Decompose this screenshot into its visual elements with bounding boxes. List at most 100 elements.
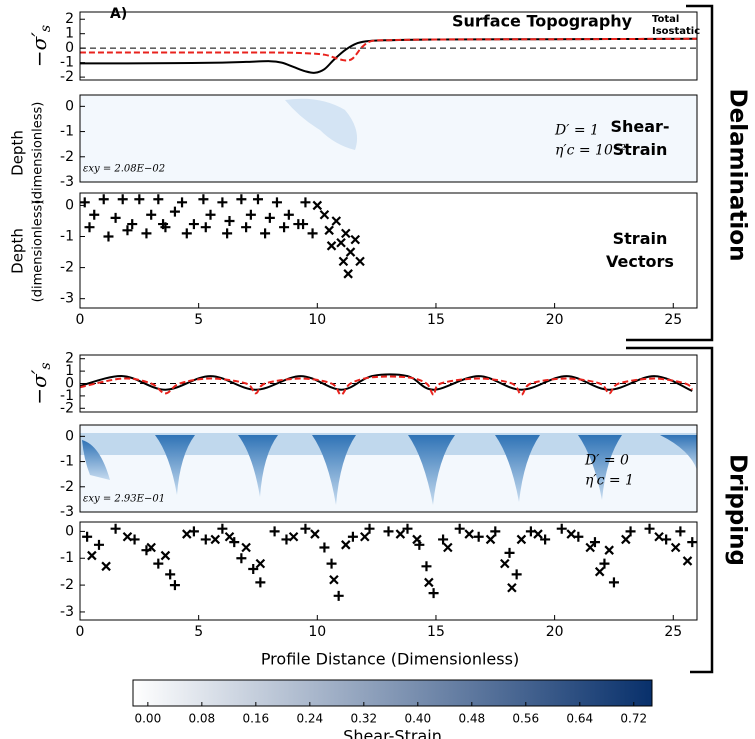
x-tick-label: 5 (194, 312, 203, 328)
strain-marker (443, 542, 453, 553)
y-axis-label-sub: s (38, 25, 54, 32)
x-tick-label: 25 (664, 624, 682, 640)
strain-marker (343, 269, 353, 279)
strain-marker (255, 558, 266, 569)
strain-marker (319, 542, 330, 553)
strain-marker (210, 534, 221, 545)
legend-entry: Isostatic (652, 26, 700, 37)
strain-marker (670, 542, 681, 553)
x-axis-label: Profile Distance (Dimensionless) (261, 650, 519, 669)
strain-marker (504, 547, 515, 558)
strain-marker (260, 228, 271, 239)
x-tick-label: 5 (194, 624, 203, 640)
strain-marker (205, 209, 216, 220)
y-tick-label: 0 (65, 197, 74, 213)
strain-marker (608, 577, 619, 588)
strain-marker (507, 583, 517, 593)
strain-marker (312, 200, 323, 211)
strain-marker (421, 561, 432, 572)
y-tick-label: -1 (60, 550, 74, 566)
y-tick-label: -2 (60, 149, 74, 165)
x-tick-label: 20 (546, 312, 564, 328)
strain-marker (222, 228, 233, 239)
strain-marker (110, 212, 121, 223)
strain-marker (347, 531, 358, 542)
strain-marker (350, 234, 361, 245)
strain-marker (300, 197, 311, 208)
y-tick-label: 2 (65, 11, 74, 27)
y-tick-label: 0 (65, 523, 74, 539)
strain-marker (236, 194, 247, 205)
y-tick-label: 1 (65, 363, 74, 379)
y-tick-label: 0 (65, 376, 74, 392)
strain-marker (331, 216, 342, 226)
strain-marker (345, 247, 356, 257)
strain-marker (395, 529, 406, 539)
y-axis-label: (dimensionless) (31, 200, 46, 303)
strain-marker (654, 531, 664, 542)
strain-marker (200, 534, 211, 545)
plot-frame (79, 424, 698, 513)
colorbar-tick-label: 0.32 (350, 712, 377, 726)
y-tick-label: -1 (60, 229, 74, 245)
strain-marker (454, 523, 465, 534)
strain-marker (146, 209, 157, 220)
strain-marker (217, 197, 228, 208)
strain-marker (359, 531, 370, 542)
strain-marker (169, 580, 180, 591)
panel-annotation: Vectors (606, 252, 674, 271)
strain-marker (146, 542, 156, 553)
strain-marker (464, 529, 474, 539)
strain-marker (134, 194, 145, 205)
strain-marker (438, 534, 449, 545)
colorbar-tick-label: 0.40 (404, 712, 431, 726)
strain-marker (198, 194, 209, 205)
strain-marker (341, 228, 351, 239)
strain-marker (241, 222, 252, 233)
strain-marker (485, 534, 496, 545)
strain-marker (160, 222, 171, 233)
x-tick-label: 10 (308, 624, 326, 640)
parameter: η′c = 1 (585, 473, 634, 489)
parameter: D′ = 0 (584, 453, 629, 469)
y-tick-label: -3 (60, 291, 74, 307)
plot-frame (79, 192, 698, 309)
y-tick-label: -1 (60, 454, 74, 470)
field-band (80, 433, 697, 455)
x-tick-label: 0 (76, 624, 85, 640)
colorbar-tick-label: 0.00 (134, 712, 161, 726)
strain-marker (200, 222, 211, 233)
strain-marker (604, 545, 614, 555)
max-strain: εxy = 2.93E−01 (83, 494, 165, 505)
strain-marker (566, 529, 577, 539)
strain-marker (500, 558, 510, 569)
strain-marker (324, 225, 334, 236)
strain-marker (364, 523, 375, 534)
colorbar-tick-label: 0.08 (188, 712, 215, 726)
strain-marker (682, 556, 693, 566)
y-axis-label-main: −σ′ (27, 369, 51, 404)
strain-marker (355, 256, 365, 267)
strain-marker (533, 529, 543, 539)
strain-marker (599, 558, 610, 569)
strain-marker (336, 237, 346, 248)
strain-marker (101, 561, 111, 572)
strain-marker (122, 531, 133, 542)
strain-marker (269, 526, 280, 537)
strain-marker (160, 550, 171, 561)
y-tick-label: 2 (65, 351, 74, 367)
legend-entry: Total (652, 14, 679, 25)
field-patch (285, 98, 358, 150)
y-axis-label-sub: s (38, 362, 54, 369)
colorbar-tick-label: 0.48 (458, 712, 485, 726)
plot-frame (79, 354, 698, 413)
strain-marker (153, 194, 164, 205)
y-tick-label: -2 (60, 260, 74, 276)
strain-marker (252, 194, 263, 205)
strain-marker (217, 523, 228, 534)
strain-marker (188, 219, 199, 230)
strain-marker (288, 531, 299, 542)
colorbar-tick-label: 0.64 (566, 712, 593, 726)
strain-marker (412, 534, 422, 545)
colorbar (132, 679, 653, 707)
